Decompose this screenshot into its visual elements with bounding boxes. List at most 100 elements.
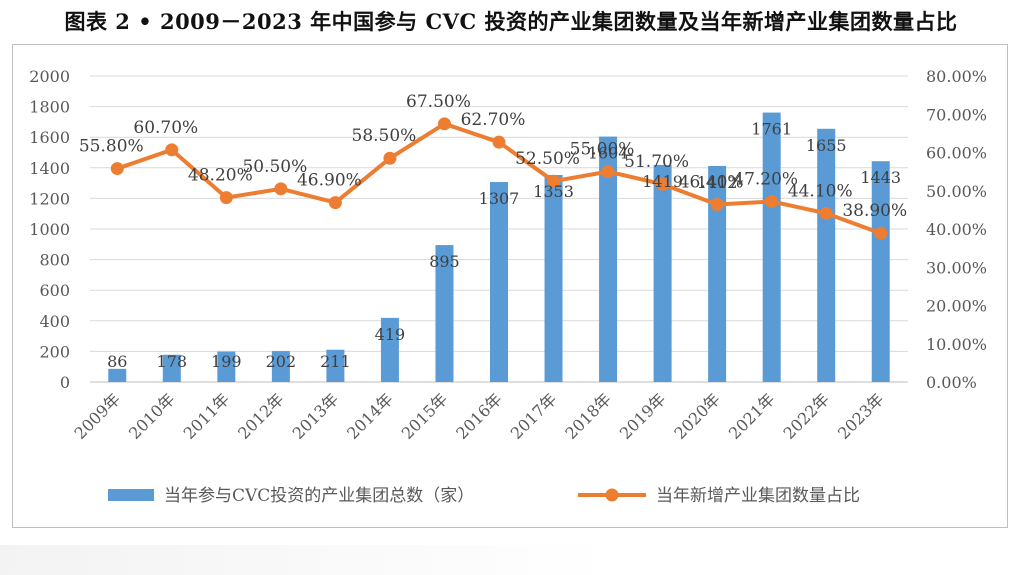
left-tick-label: 400 [39,312,70,331]
line-data-label: 60.70% [133,118,198,138]
chart-frame [12,44,1008,528]
bar-2021年 [762,112,781,382]
bar-2019年 [653,164,672,382]
bar-2012年 [271,351,290,382]
line-point-2009年 [110,162,124,176]
line-data-labels: 55.80%60.70% 48.20%50.50%46.90% 58.50% 67.5… [79,92,907,221]
x-tick-label: 2020年 [670,389,724,443]
line-point-2022年 [819,206,833,220]
left-tick-label: 0 [60,373,70,392]
line-data-label: 67.50% [406,92,471,112]
x-tick-label: 2012年 [234,389,288,443]
line-point-2020年 [710,198,724,212]
bar-data-label: 1353 [533,182,574,201]
x-tick-label: 2011年 [180,389,234,443]
bar-2013年 [326,349,345,382]
x-tick-label: 2021年 [725,389,779,443]
bar-data-label: 419 [375,325,406,344]
bar-data-label: 1655 [806,136,847,155]
line-data-label: 55.00% [570,140,635,160]
left-tick-label: 1200 [29,189,70,208]
line-data-label: 46.90% [297,171,362,191]
left-tick-label: 200 [39,342,70,361]
line-data-label: 50.50% [242,157,307,177]
line-data-label: 44.10% [788,181,853,201]
right-tick-label: 50.00% [926,182,987,201]
bar-data-label: 178 [157,352,188,371]
line-point-2010年 [165,143,179,157]
bar-data-label: 199 [211,352,242,371]
line-point-2019年 [656,177,670,191]
x-tick-label: 2010年 [125,389,179,443]
line-data-label: 55.80% [79,137,144,157]
line-point-2023年 [874,226,888,240]
x-tick-label: 2022年 [779,389,833,443]
left-tick-label: 600 [39,281,70,300]
left-tick-label: 1600 [29,128,70,147]
line-point-2013年 [328,196,342,210]
x-tick-label: 2016年 [452,389,506,443]
right-tick-label: 60.00% [926,144,987,163]
x-tick-label: 2018年 [561,389,615,443]
bar-2022年 [817,128,836,382]
bar-2009年 [108,368,127,382]
right-tick-label: 0.00% [926,373,977,392]
line-data-label: 47.20% [733,169,798,189]
line-point-2021年 [765,194,779,208]
line-data-label: 48.20% [188,166,253,186]
left-axis-ticks: 0 200 400 600 800 1000 1200 1400 1600 1800 2000 [29,67,70,392]
bar-data-label: 1443 [860,168,901,187]
right-tick-label: 40.00% [926,220,987,239]
bar-2015年 [435,245,454,382]
bar-2023年 [871,161,890,382]
bar-2017年 [544,174,563,382]
bar-data-labels: 86 178 199 202 211 419 895 1307 1353 1604 1419 1412… [107,120,901,371]
x-tick-label: 2009年 [71,389,125,443]
bar-data-label: 202 [266,352,297,371]
x-tick-label: 2014年 [343,389,397,443]
bar-data-label: 1761 [751,120,792,139]
left-tick-label: 1400 [29,159,70,178]
bar-data-label: 1604 [588,144,629,163]
line-point-2016年 [492,135,506,149]
bar-2011年 [217,351,236,382]
bar-data-label: 1419 [642,172,683,191]
right-tick-label: 30.00% [926,258,987,277]
line-data-label: 58.50% [352,126,417,146]
right-axis-ticks: 0.00% 10.00% 20.00% 30.00% 40.00% 50.00% 60.00… [926,67,987,392]
chart-title: 图表 2 • 2009－2023 年中国参与 CVC 投资的产业集团数量及当年新… [64,9,958,34]
x-tick-label: 2017年 [507,389,561,443]
bar-data-label: 1307 [479,189,520,208]
legend-line-label: 当年新增产业集团数量占比 [656,486,860,506]
left-tick-label: 1800 [29,98,70,117]
bar-data-label: 895 [429,252,460,271]
line-point-2012年 [274,182,288,196]
line-point-2015年 [437,117,451,131]
left-tick-label: 1000 [29,220,70,239]
right-tick-label: 20.00% [926,297,987,316]
line-point-2018年 [601,165,615,179]
x-tick-label: 2015年 [398,389,452,443]
legend-bar-swatch [108,489,154,501]
legend-bar-label: 当年参与CVC投资的产业集团总数（家） [164,486,474,506]
right-tick-label: 80.00% [926,67,987,86]
line-data-label: 46.40% [679,173,744,193]
bar-2018年 [599,136,618,382]
line-point-2011年 [219,191,233,205]
right-tick-label: 10.00% [926,335,987,354]
bar-data-label: 86 [107,352,127,371]
line-data-label: 52.50% [515,149,580,169]
line-point-2014年 [383,151,397,165]
line-point-2017年 [547,174,561,188]
line-series [110,117,888,240]
bar-2010年 [162,354,181,382]
bar-data-label: 1412 [697,173,738,192]
x-tick-label: 2023年 [834,389,888,443]
bar-data-label: 211 [320,352,351,371]
legend-line-marker [605,488,619,502]
bar-2016年 [490,182,508,382]
x-tick-label: 2019年 [616,389,670,443]
bar-series [108,112,890,382]
left-tick-label: 800 [39,251,70,270]
